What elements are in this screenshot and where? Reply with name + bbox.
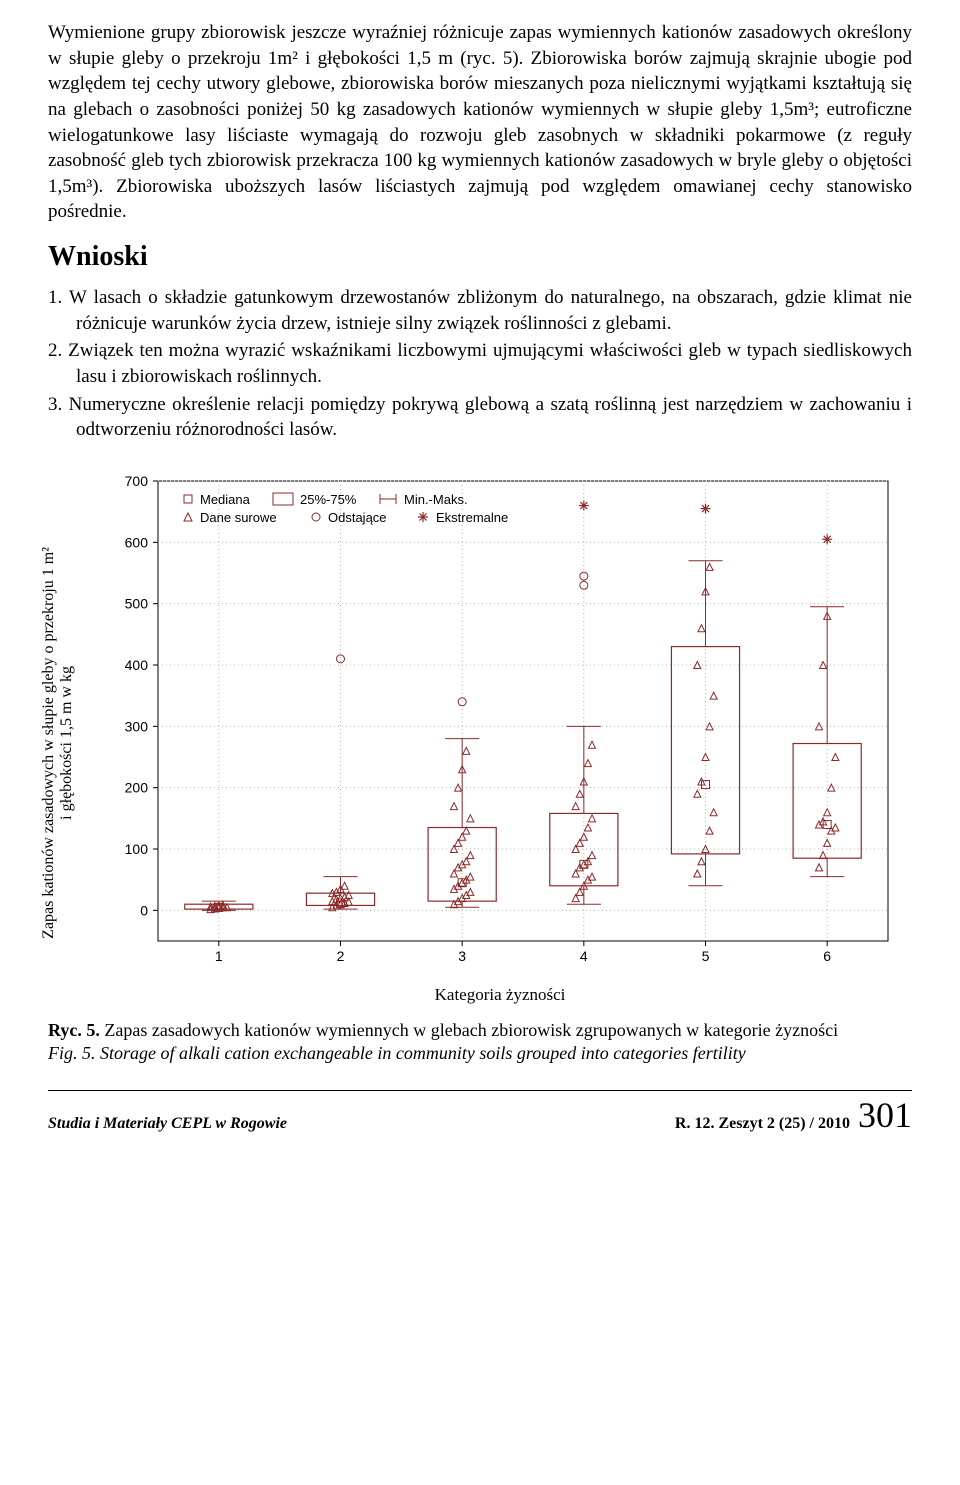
section-heading-wnioski: Wnioski: [48, 241, 912, 273]
page-footer: Studia i Materiały CEPL w Rogowie R. 12.…: [48, 1090, 912, 1133]
footer-page-number: 301: [858, 1097, 912, 1133]
intro-paragraph: Wymienione grupy zbiorowisk jeszcze wyra…: [48, 20, 912, 225]
svg-text:300: 300: [125, 718, 149, 734]
svg-text:400: 400: [125, 657, 149, 673]
y-axis-label: Zapas kationów zasadowych w słupie gleby…: [38, 461, 78, 1026]
svg-text:25%-75%: 25%-75%: [300, 492, 357, 507]
svg-text:3: 3: [458, 948, 466, 964]
footer-journal: Studia i Materiały CEPL w Rogowie: [48, 1115, 287, 1133]
svg-text:1: 1: [215, 948, 223, 964]
svg-text:Odstające: Odstające: [328, 510, 387, 525]
svg-text:600: 600: [125, 534, 149, 550]
footer-issue: R. 12. Zeszyt 2 (25) / 2010: [675, 1115, 850, 1133]
svg-text:Mediana: Mediana: [200, 492, 251, 507]
figure-caption: Ryc. 5. Zapas zasadowych kationów wymien…: [48, 1019, 912, 1066]
x-axis-label: Kategoria żyzności: [88, 985, 912, 1005]
svg-text:Dane surowe: Dane surowe: [200, 510, 277, 525]
svg-text:4: 4: [580, 948, 588, 964]
svg-text:100: 100: [125, 841, 149, 857]
caption-text-pl: Zapas zasadowych kationów wymiennych w g…: [100, 1020, 838, 1040]
svg-text:0: 0: [140, 902, 148, 918]
conclusions-list: 1. W lasach o składzie gatunkowym drzewo…: [48, 285, 912, 443]
svg-text:5: 5: [702, 948, 710, 964]
svg-text:500: 500: [125, 596, 149, 612]
figure-5: Zapas kationów zasadowych w słupie gleby…: [48, 461, 912, 1066]
svg-text:200: 200: [125, 780, 149, 796]
caption-text-en: Fig. 5. Storage of alkali cation exchang…: [48, 1042, 912, 1065]
svg-text:700: 700: [125, 473, 149, 489]
boxplot-chart: 0 100 200 300 400 500 600 700 1 2 3 4 5 6 Mediana 25%-7…: [88, 461, 908, 981]
svg-text:Min.-Maks.: Min.-Maks.: [404, 492, 468, 507]
svg-text:6: 6: [823, 948, 831, 964]
list-item: 2. Związek ten można wyrazić wskaźnikami…: [48, 338, 912, 389]
svg-text:Ekstremalne: Ekstremalne: [436, 510, 508, 525]
list-item: 3. Numeryczne określenie relacji pomiędz…: [48, 392, 912, 443]
list-item: 1. W lasach o składzie gatunkowym drzewo…: [48, 285, 912, 336]
svg-text:2: 2: [337, 948, 345, 964]
